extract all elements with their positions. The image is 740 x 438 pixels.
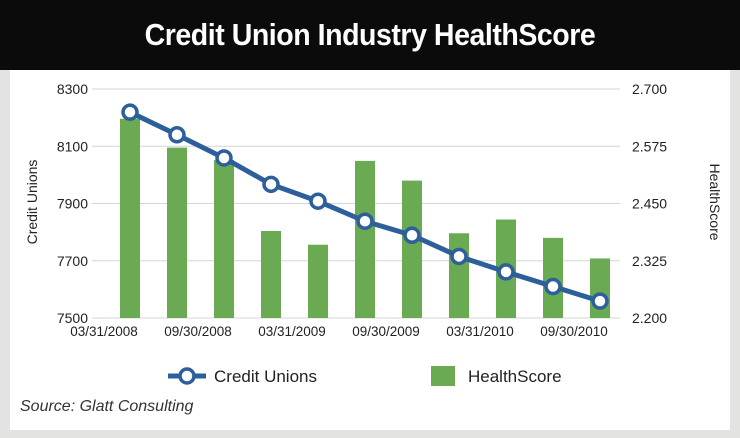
x-axis-ticks: 03/31/2008 09/30/2008 03/31/2009 09/30/2009… [70, 324, 608, 339]
credit-unions-point [544, 277, 562, 296]
title-bar: Credit Union Industry HealthScore [0, 0, 740, 70]
x-tick-label: 09/30/2009 [352, 324, 420, 339]
right-tick-label: 2.325 [632, 253, 667, 269]
credit-unions-point [309, 192, 327, 210]
right-tick-label: 2.575 [632, 138, 667, 154]
legend-label-credit-unions: Credit Unions [214, 367, 317, 386]
healthscore-bar [402, 180, 422, 318]
legend: Credit Unions HealthScore [168, 366, 562, 386]
healthscore-bars [120, 118, 610, 319]
right-tick-label: 2.700 [632, 81, 667, 97]
credit-unions-point [262, 175, 280, 194]
left-tick-label: 7500 [57, 310, 88, 326]
legend-label-healthscore: HealthScore [468, 367, 562, 386]
left-axis-label: Credit Unions [24, 160, 40, 245]
credit-unions-point [168, 126, 186, 144]
x-tick-label: 03/31/2010 [446, 324, 514, 339]
credit-unions-point [121, 103, 139, 121]
healthscore-bar [355, 160, 375, 318]
left-tick-label: 7900 [57, 196, 88, 212]
x-tick-label: 03/31/2008 [70, 324, 138, 339]
right-tick-label: 2.450 [632, 196, 667, 212]
left-axis-ticks: 8300 8100 7900 7700 7500 [57, 81, 88, 326]
left-tick-label: 7700 [57, 253, 88, 269]
x-tick-label: 09/30/2010 [540, 324, 608, 339]
left-tick-label: 8100 [57, 138, 88, 154]
x-tick-label: 09/30/2008 [164, 324, 232, 339]
credit-unions-point [450, 247, 468, 266]
right-axis-label: HealthScore [707, 163, 723, 240]
healthscore-bar [120, 118, 140, 319]
source-note: Source: Glatt Consulting [20, 398, 194, 415]
credit-unions-point [403, 226, 421, 245]
credit-unions-point [215, 149, 233, 167]
right-tick-label: 2.200 [632, 310, 667, 326]
healthscore-bar [308, 244, 328, 318]
credit-unions-point [497, 263, 515, 281]
credit-unions-point [591, 292, 609, 310]
healthscore-bar [449, 233, 469, 318]
right-axis-ticks: 2.700 2.575 2.450 2.325 2.200 [632, 81, 667, 326]
x-tick-label: 03/31/2009 [258, 324, 326, 339]
legend-bar-swatch [431, 366, 455, 386]
credit-unions-points [121, 103, 609, 310]
healthscore-bar [261, 230, 281, 318]
legend-point-swatch [178, 367, 196, 385]
healthscore-bar [167, 147, 187, 318]
chart-title: Credit Union Industry HealthScore [144, 17, 596, 52]
credit-unions-point [356, 212, 374, 230]
healthscore-bar [214, 159, 234, 318]
left-tick-label: 8300 [57, 81, 88, 97]
